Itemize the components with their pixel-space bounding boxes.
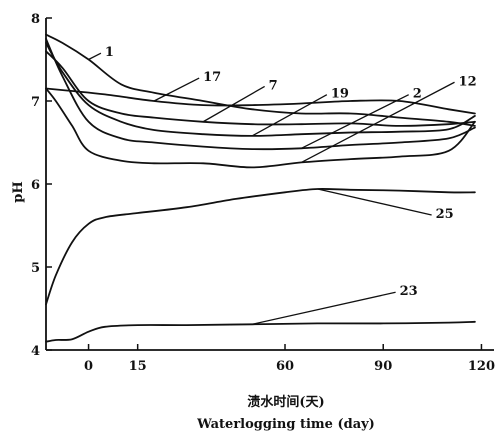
y-axis-label: pH	[11, 181, 26, 202]
leader-line-17	[153, 77, 200, 102]
leader-line-12	[301, 81, 455, 163]
x-tick-label: 120	[468, 359, 495, 374]
series-label-7: 7	[269, 78, 278, 93]
series-label-1: 1	[105, 45, 114, 60]
series-label-19: 19	[331, 87, 349, 102]
series-label-25: 25	[436, 207, 454, 222]
series-leaders	[88, 52, 455, 325]
y-tick-label: 4	[31, 344, 40, 359]
series-line-23	[45, 320, 476, 343]
y-tick-label: 5	[31, 261, 40, 276]
leader-line-19	[251, 94, 328, 137]
leader-line-2	[301, 94, 409, 149]
series-label-2: 2	[413, 87, 422, 102]
series-line-7	[45, 50, 476, 127]
series-line-19	[45, 42, 476, 137]
series-label-17: 17	[203, 70, 221, 85]
x-axis-label-cn: 渍水时间(天)	[247, 394, 324, 410]
series-line-2	[45, 37, 476, 151]
leader-line-7	[202, 85, 265, 123]
x-axis-label-en: Waterlogging time (day)	[196, 417, 375, 432]
x-tick-label: 0	[84, 359, 93, 374]
series-label-23: 23	[400, 284, 418, 299]
series-line-12	[45, 87, 476, 169]
series-label-12: 12	[459, 74, 477, 89]
y-tick-label: 7	[31, 95, 40, 110]
x-tick-label: 60	[276, 359, 294, 374]
x-tick-label: 90	[374, 359, 392, 374]
leader-line-25	[317, 188, 432, 216]
leader-line-23	[252, 291, 396, 325]
y-tick-label: 8	[31, 12, 40, 27]
leader-line-1	[88, 52, 102, 61]
x-tick-label: 15	[129, 359, 147, 374]
axes: 4 5 6 7 8 0 15 60 90 120	[31, 12, 495, 374]
series-labels: 1 17 7 19 2 12 25 23	[105, 45, 477, 299]
y-tick-label: 6	[31, 178, 40, 193]
series-line-25	[45, 188, 476, 306]
